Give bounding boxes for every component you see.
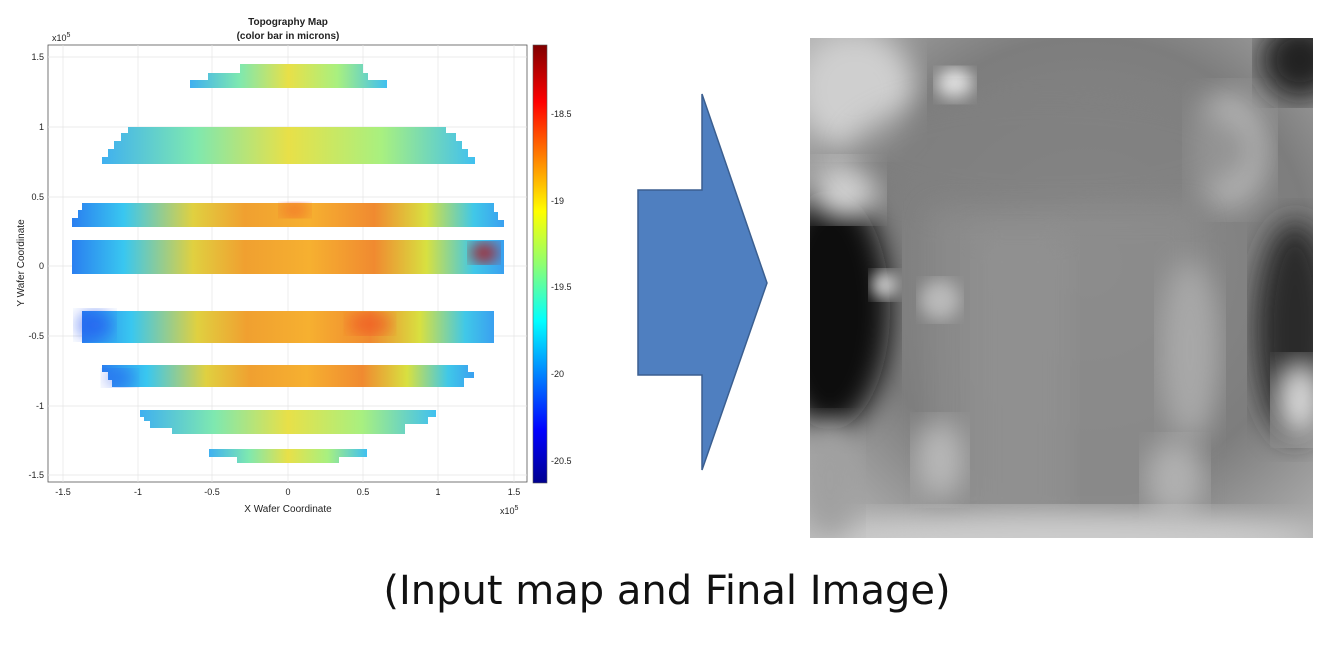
x-tick-labels: -1.5 -1 -0.5 0 0.5 1 1.5 — [55, 487, 520, 497]
map-title: Topography Map — [248, 17, 328, 28]
x-tick: 1.5 — [508, 487, 521, 497]
x-tick: 0.5 — [357, 487, 370, 497]
x-tick: 0 — [285, 487, 290, 497]
final-grayscale-image — [810, 38, 1313, 538]
hot-spot — [348, 314, 392, 334]
y-tick: -0.5 — [28, 331, 44, 341]
caption: (Input map and Final Image) — [383, 568, 951, 614]
x-tick: 1 — [435, 487, 440, 497]
y-tick-labels: 1.5 1 0.5 0 -0.5 -1 -1.5 — [28, 52, 44, 480]
hot-spot — [281, 203, 309, 217]
hot-spot — [470, 243, 498, 263]
wafer-bands — [72, 64, 504, 463]
y-tick: 0.5 — [31, 192, 44, 202]
x-axis-label: X Wafer Coordinate — [244, 504, 332, 515]
x-exponent: x105 — [500, 505, 519, 516]
colorbar-tick: -19.5 — [551, 282, 572, 292]
colorbar-tick: -19 — [551, 196, 564, 206]
x-tick: -1.5 — [55, 487, 71, 497]
band-row-1 — [190, 64, 387, 88]
band-row-5 — [82, 311, 494, 343]
colorbar-tick: -18.5 — [551, 109, 572, 119]
x-tick: -0.5 — [204, 487, 220, 497]
y-tick: -1 — [36, 401, 44, 411]
colorbar-tick: -20.5 — [551, 456, 572, 466]
y-tick: -1.5 — [28, 470, 44, 480]
band-row-2 — [102, 127, 475, 164]
y-axis-label: Y Wafer Coordinate — [16, 219, 27, 307]
band-row-8 — [209, 449, 367, 463]
colorbar — [532, 44, 548, 484]
band-row-4 — [72, 240, 504, 274]
band-row-7 — [140, 410, 436, 434]
right-arrow-icon — [637, 93, 768, 471]
y-tick: 1 — [39, 122, 44, 132]
y-tick: 0 — [39, 261, 44, 271]
y-exponent: x105 — [52, 32, 71, 43]
y-tick: 1.5 — [31, 52, 44, 62]
x-tick: -1 — [134, 487, 142, 497]
band-row-6 — [102, 365, 474, 387]
colorbar-tick-labels: -18.5 -19 -19.5 -20 -20.5 — [551, 109, 572, 466]
topography-map-panel: Topography Map (color bar in microns) — [16, 17, 572, 516]
map-subtitle: (color bar in microns) — [237, 31, 340, 42]
colorbar-tick: -20 — [551, 369, 564, 379]
cool-spot — [104, 370, 136, 386]
cool-spot — [77, 311, 113, 339]
